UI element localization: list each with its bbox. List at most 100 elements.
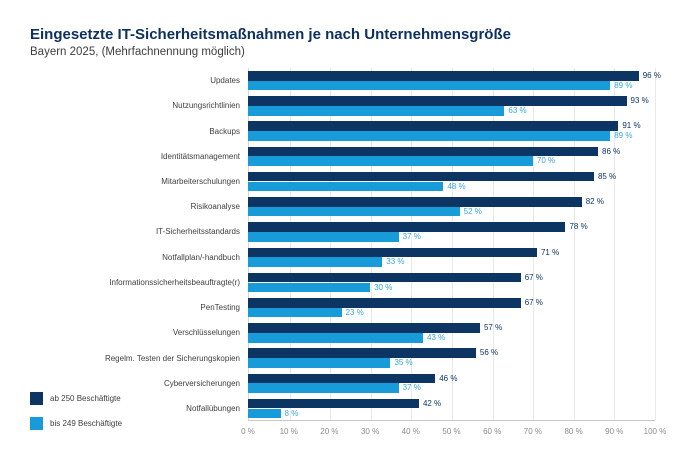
plot-area xyxy=(248,68,656,421)
value-label: 63 % xyxy=(508,106,527,116)
legend-item-small-companies: bis 249 Beschäftigte xyxy=(30,417,122,430)
x-tick-label: 50 % xyxy=(442,427,461,436)
category-label: Backups xyxy=(209,126,240,136)
bar-large-companies xyxy=(248,247,537,258)
chart-row: Updates 96 % 89 % xyxy=(30,68,661,93)
category-label: IT-Sicherheitsstandards xyxy=(155,227,240,237)
bar-track: 91 % 89 % xyxy=(248,118,655,143)
value-label: 30 % xyxy=(374,282,393,292)
value-label: 93 % xyxy=(630,96,649,106)
bar-large-companies xyxy=(248,121,619,132)
gridline xyxy=(370,68,372,420)
bar-track: 67 % 23 % xyxy=(248,295,655,320)
chart-row: Nutzungsrichtlinien 93 % 63 % xyxy=(30,93,655,118)
category-label: Identitätsmanagement xyxy=(160,151,240,161)
bar-large-companies xyxy=(248,96,627,106)
category-label: Verschlüsselungen xyxy=(172,328,240,338)
value-label: 37 % xyxy=(402,232,421,242)
chart-row: Identitätsmanagement 86 % 70 % xyxy=(30,144,655,169)
value-label: 67 % xyxy=(524,272,543,282)
bar-large-companies xyxy=(248,71,639,81)
legend-item-large-companies: ab 250 Beschäftigte xyxy=(30,392,122,405)
gridline xyxy=(330,68,332,420)
bar-track: 71 % 33 % xyxy=(248,245,655,270)
value-label: 57 % xyxy=(483,323,503,333)
bar-small-companies xyxy=(248,181,444,192)
category-label: Notfallplan/-handbuch xyxy=(162,252,240,262)
gridline xyxy=(655,68,656,420)
chart-row: Risikoanalyse 82 % 52 % xyxy=(30,194,655,219)
value-label: 8 % xyxy=(284,408,299,418)
chart-row: Regelm. Testen der Sicherungskopien 56 % 3… xyxy=(30,345,655,370)
bar-small-companies xyxy=(248,131,611,141)
gridline xyxy=(573,68,575,420)
chart-row: PenTesting 67 % 23 % xyxy=(30,295,655,320)
bar-large-companies xyxy=(248,373,436,384)
x-tick-label: 60 % xyxy=(483,427,502,436)
category-label: Notfallübungen xyxy=(186,403,240,413)
bar-small-companies xyxy=(248,106,505,116)
value-label: 89 % xyxy=(614,131,633,141)
category-label: Informationssicherheitsbeauftragte(r) xyxy=(109,277,240,287)
bar-chart: Updates 96 % 89 % Nutzungsrichtlinien 93 % 63… xyxy=(30,68,661,421)
value-label: 67 % xyxy=(524,297,543,307)
chart-row: Notfallplan/-handbuch 71 % 33 % xyxy=(30,245,655,270)
x-tick-label: 80 % xyxy=(564,427,583,436)
value-label: 43 % xyxy=(427,332,446,342)
bar-large-companies xyxy=(248,197,582,207)
value-label: 46 % xyxy=(439,373,458,383)
value-label: 85 % xyxy=(597,171,617,181)
value-label: 96 % xyxy=(642,71,661,80)
gridline xyxy=(533,68,535,420)
bar-small-companies xyxy=(248,282,371,293)
bar-track: 86 % 70 % xyxy=(248,144,655,169)
bar-large-companies xyxy=(248,222,566,232)
bar-track: 93 % 63 % xyxy=(248,93,655,118)
chart-row: Mitarbeiterschulungen 85 % 48 % xyxy=(30,169,655,194)
legend-swatch-dark-icon xyxy=(30,392,43,405)
chart-row: Backups 91 % 89 % xyxy=(30,118,655,143)
chart-header: Eingesetzte IT-Sicherheitsmaßnahmen je n… xyxy=(30,26,511,58)
value-label: 42 % xyxy=(422,398,442,408)
bar-small-companies xyxy=(248,257,383,267)
value-label: 35 % xyxy=(394,358,413,368)
gridline xyxy=(492,68,494,420)
bar-large-companies xyxy=(248,171,594,182)
value-label: 23 % xyxy=(345,307,364,317)
x-axis: 0 % 10 % 20 % 30 % 40 % 50 % 60 % 70 % 80 % 90 % 1… xyxy=(241,427,666,439)
value-label: 70 % xyxy=(536,156,556,166)
value-label: 78 % xyxy=(569,222,588,232)
value-label: 89 % xyxy=(614,80,633,90)
legend-label: ab 250 Beschäftigte xyxy=(50,394,121,403)
bar-track: 42 % 8 % xyxy=(248,396,655,421)
gridline xyxy=(614,68,616,420)
category-label: Nutzungsrichtlinien xyxy=(172,101,240,111)
value-label: 86 % xyxy=(602,146,621,156)
category-label: Risikoanalyse xyxy=(190,202,240,212)
bar-track: 57 % 43 % xyxy=(248,320,655,345)
x-tick-label: 40 % xyxy=(401,427,420,436)
gridline xyxy=(411,68,413,420)
x-tick-label: 0 % xyxy=(241,427,255,436)
chart-row: Verschlüsselungen 57 % 43 % xyxy=(30,320,655,345)
bar-track: 78 % 37 % xyxy=(248,219,655,244)
chart-subtitle: Bayern 2025, (Mehrfachnennung möglich) xyxy=(30,46,245,58)
chart-row: Notfallübungen 42 % 8 % xyxy=(30,396,655,421)
bar-large-companies xyxy=(248,348,476,358)
legend-swatch-light-icon xyxy=(30,417,43,430)
bar-small-companies xyxy=(248,408,281,419)
value-label: 71 % xyxy=(540,247,560,257)
bar-small-companies xyxy=(248,80,611,91)
bar-track: 67 % 30 % xyxy=(248,270,655,295)
bar-track: 96 % 89 % xyxy=(248,68,661,93)
x-tick-label: 90 % xyxy=(605,427,624,436)
category-label: Cyberversicherungen xyxy=(163,378,240,388)
value-label: 52 % xyxy=(463,206,482,216)
chart-legend: ab 250 Beschäftigte bis 249 Beschäftigte xyxy=(30,392,122,442)
bar-small-companies xyxy=(248,332,423,343)
bar-small-companies xyxy=(248,232,399,242)
bar-track: 85 % 48 % xyxy=(248,169,655,194)
gridline xyxy=(452,68,453,420)
bar-large-companies xyxy=(248,146,599,157)
value-label: 33 % xyxy=(386,257,405,267)
